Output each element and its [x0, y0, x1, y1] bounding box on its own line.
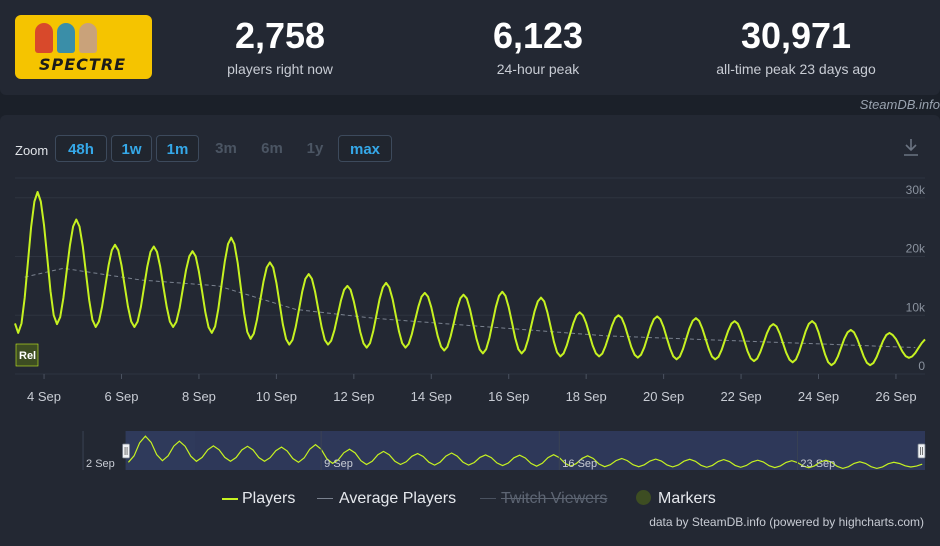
legend-twitch-viewers[interactable]: Twitch Viewers — [501, 490, 608, 507]
grid-lines — [15, 177, 925, 375]
zoom-label: Zoom — [15, 143, 49, 158]
legend-players[interactable]: Players — [242, 490, 296, 507]
x-tick-label: 14 Sep — [411, 389, 452, 404]
stat-24h-peak: 6,123 24-hour peak — [438, 15, 638, 78]
x-tick-label: 16 Sep — [488, 389, 529, 404]
stat-label: 24-hour peak — [496, 61, 580, 77]
players-swatch — [222, 498, 238, 500]
character-red-icon — [35, 23, 53, 53]
stat-alltime-peak: 30,971 all-time peak 23 days ago — [696, 15, 896, 78]
players-line[interactable] — [14, 191, 926, 367]
stat-value: 30,971 — [740, 15, 852, 56]
legend-average-players[interactable]: Average Players — [339, 490, 457, 507]
zoom-max-button[interactable]: max — [338, 135, 392, 162]
legend-markers[interactable]: Markers — [658, 490, 716, 507]
stat-current-players: 2,758 players right now — [180, 15, 380, 78]
zoom-3m-button: 3m — [215, 140, 237, 157]
x-tick-label: 12 Sep — [333, 389, 374, 404]
x-tick-label: 24 Sep — [798, 389, 839, 404]
footer-credit[interactable]: data by SteamDB.info (powered by highcha… — [649, 515, 924, 529]
zoom-6m-button: 6m — [261, 140, 283, 157]
download-icon[interactable] — [900, 136, 922, 158]
navigator-series — [127, 435, 923, 470]
stat-label: all-time peak 23 days ago — [716, 61, 876, 77]
time-navigator[interactable]: 2 Sep 9 Sep 16 Sep 23 Sep — [82, 431, 926, 470]
zoom-48h-button[interactable]: 48h — [55, 135, 107, 162]
x-tick-label: 8 Sep — [182, 389, 216, 404]
x-axis-labels: 4 Sep 6 Sep 8 Sep 10 Sep 12 Sep 14 Sep 16 Sep 1… — [27, 374, 917, 404]
game-logo[interactable]: SPECTRE — [15, 15, 152, 79]
logo-wordmark: SPECTRE — [39, 55, 127, 74]
average-players-line — [24, 267, 916, 349]
stat-value: 2,758 — [234, 15, 326, 56]
navigator-handle-right[interactable] — [917, 443, 926, 459]
navigator-tick-label: 23 Sep — [800, 458, 835, 470]
markers-swatch — [636, 490, 651, 505]
navigator-handle-left[interactable] — [122, 443, 130, 459]
zoom-1w-button[interactable]: 1w — [111, 135, 152, 162]
y-tick-label: 20k — [906, 242, 926, 256]
steamdb-credit[interactable]: SteamDB.info — [859, 97, 940, 112]
y-tick-label: 0 — [918, 359, 925, 373]
twitch-swatch — [480, 498, 496, 499]
stat-value: 6,123 — [492, 15, 584, 56]
x-tick-label: 6 Sep — [104, 389, 138, 404]
y-tick-label: 10k — [906, 300, 926, 314]
zoom-1y-button: 1y — [306, 140, 324, 157]
navigator-tick-label: 9 Sep — [324, 458, 353, 470]
character-blue-icon — [57, 23, 75, 53]
navigator-tick-label: 16 Sep — [562, 458, 597, 470]
average-swatch — [317, 498, 333, 499]
x-tick-label: 20 Sep — [643, 389, 684, 404]
character-tan-icon — [79, 23, 97, 53]
zoom-1m-button[interactable]: 1m — [156, 135, 199, 162]
y-tick-label: 30k — [906, 183, 926, 197]
x-tick-label: 10 Sep — [256, 389, 297, 404]
x-tick-label: 18 Sep — [566, 389, 607, 404]
navigator-labels: 2 Sep 9 Sep 16 Sep 23 Sep — [82, 431, 835, 470]
chart-panel — [0, 115, 940, 546]
release-marker-label: Rel — [19, 350, 36, 362]
x-tick-label: 26 Sep — [875, 389, 916, 404]
navigator-tick-label: 2 Sep — [86, 458, 115, 470]
stat-label: players right now — [227, 61, 333, 77]
stats-bar: SPECTRE 2,758 players right now 6,123 24… — [0, 0, 940, 95]
y-axis-labels: 0 10k 20k 30k — [906, 183, 926, 373]
x-tick-label: 22 Sep — [720, 389, 761, 404]
x-tick-label: 4 Sep — [27, 389, 61, 404]
release-marker[interactable]: Rel — [15, 343, 39, 367]
